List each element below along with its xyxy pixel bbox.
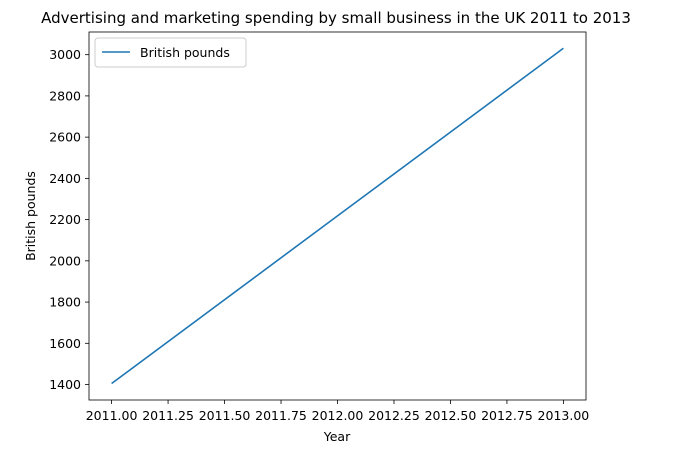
plot-area [88, 31, 587, 401]
series-layer [111, 47, 564, 385]
y-tick-label: 1600 [49, 336, 81, 351]
x-axis: 2011.00 2011.25 2011.50 2011.75 2012.00 2012.… [86, 400, 590, 423]
chart-title: Advertising and marketing spending by sm… [41, 9, 631, 27]
x-tick-label: 2011.75 [255, 408, 307, 423]
x-tick-label: 2012.00 [312, 408, 364, 423]
legend-box [94, 37, 247, 68]
legend: British pounds [94, 37, 247, 68]
y-axis-label: British pounds [23, 171, 38, 261]
y-tick-label: 3000 [49, 47, 81, 62]
y-tick-label: 1400 [49, 377, 81, 392]
x-tick-label: 2013.00 [538, 408, 590, 423]
y-tick-label: 2800 [49, 88, 81, 103]
y-tick-label: 2000 [49, 253, 81, 268]
x-tick-label: 2012.25 [368, 408, 420, 423]
y-tick-label: 2400 [49, 171, 81, 186]
y-tick-label: 2600 [49, 130, 81, 145]
series-line [111, 47, 564, 385]
x-tick-label: 2011.25 [142, 408, 194, 423]
y-tick-label: 1800 [49, 295, 81, 310]
x-tick-label: 2011.50 [199, 408, 251, 423]
x-tick-label: 2012.75 [481, 408, 533, 423]
y-axis: 1400 1600 1800 2000 2200 2400 2600 2800 3000 [49, 47, 89, 392]
x-tick-label: 2012.50 [425, 408, 477, 423]
x-axis-label: Year [323, 429, 351, 444]
legend-label: British pounds [140, 45, 230, 60]
y-tick-label: 2200 [49, 212, 81, 227]
x-tick-label: 2011.00 [86, 408, 138, 423]
